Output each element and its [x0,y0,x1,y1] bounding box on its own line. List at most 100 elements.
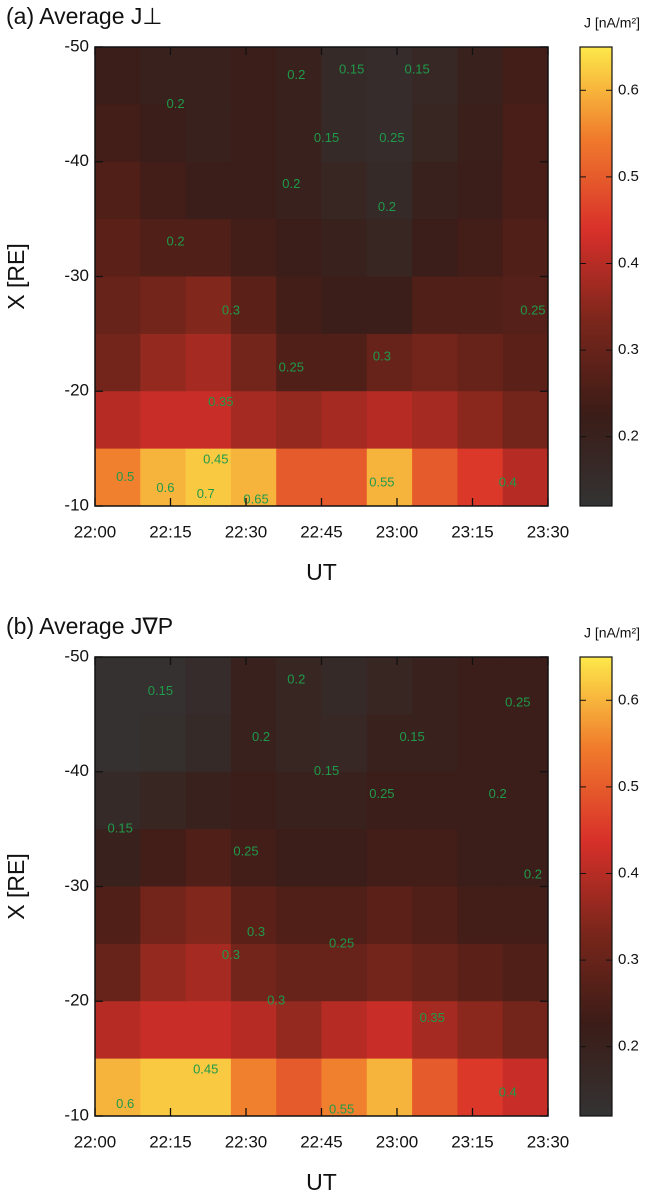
heat-cell [366,219,413,277]
heat-cell [276,886,322,945]
heat-cell [185,886,232,945]
heat-cell [412,1001,458,1060]
heat-cell [366,47,413,105]
heat-cell [321,1001,368,1060]
heat-cell [185,104,232,163]
heat-cell [95,1001,141,1060]
heat-cell [140,391,187,450]
heat-cell [457,219,504,277]
heat-cell [457,886,504,945]
heat-cell [457,276,504,335]
x-tick-label: 23:30 [527,522,570,541]
heat-cell [412,448,458,507]
contour-label: 0.25 [505,694,530,709]
y-tick-label: -10 [64,1105,89,1124]
heat-cell [321,104,368,163]
x-tick-label: 22:00 [74,1132,117,1151]
heat-cell [366,657,413,715]
heat-cell [185,829,232,887]
contour-label: 0.25 [520,302,545,317]
heat-cell [185,219,232,277]
heat-cell [321,448,368,507]
contour-label: 0.55 [329,1102,354,1117]
contour-label: 0.35 [420,1010,445,1025]
heat-cell [366,771,413,830]
x-tick-label: 23:15 [451,1132,494,1151]
heat-cell [366,943,413,1002]
heat-cell [230,1001,277,1060]
heat-cell [502,276,549,335]
contour-label: 0.4 [499,1084,517,1099]
heat-cell [230,943,277,1002]
colorbar-tick-label: 0.3 [618,341,639,358]
heat-cell [457,943,504,1002]
x-tick-label: 23:00 [376,522,419,541]
y-tick-label: -20 [64,991,89,1010]
colorbar-tick-label: 0.4 [618,254,639,271]
heat-cell [95,448,141,507]
heat-cell [412,714,458,773]
heat-cell [230,104,277,163]
colorbar-label: J [nA/m²] [584,625,640,641]
heat-cell [502,1001,549,1060]
heat-cell [95,1058,141,1117]
contour-label: 0.35 [208,394,233,409]
colorbar-tick-label: 0.5 [618,778,639,795]
heat-cell [140,47,187,105]
contour-label: 0.15 [404,61,429,76]
heat-cell [95,47,141,105]
heat-cell [457,714,504,773]
contour-label: 0.5 [116,469,134,484]
heat-cell [457,771,504,830]
contour-label: 0.15 [314,130,339,145]
heat-cell [95,276,141,335]
contour-label: 0.2 [489,786,507,801]
heat-cell [412,391,458,450]
heat-cell [366,714,413,773]
heat-cell [185,1058,232,1117]
y-tick-label: -30 [64,266,89,285]
heat-cell [276,333,322,392]
heat-cell [412,219,458,277]
heat-cell [502,219,549,277]
heat-cell [412,161,458,220]
colorbar-label: J [nA/m²] [584,15,640,31]
heat-cell [276,657,322,715]
heat-cell [412,1058,458,1117]
heat-cell [457,1001,504,1060]
heat-cell [412,886,458,945]
heat-cell [366,1058,413,1117]
heat-cell [276,829,322,887]
heat-cell [321,219,368,277]
heat-cell [457,657,504,715]
heat-cell [140,161,187,220]
heat-cell [366,161,413,220]
heat-cell [276,771,322,830]
heat-cell [185,47,232,105]
heat-cell [276,276,322,335]
contour-label: 0.3 [222,947,240,962]
heat-cell [366,448,413,507]
contour-label: 0.15 [399,729,424,744]
heat-cell [95,161,141,220]
heat-cell [95,714,141,773]
x-tick-label: 22:30 [225,1132,268,1151]
colorbar-tick-label: 0.3 [618,951,639,968]
contour-label: 0.2 [287,671,305,686]
heat-cell [140,829,187,887]
heat-cell [276,104,322,163]
heat-cell [230,448,277,507]
x-tick-label: 23:30 [527,1132,570,1151]
contour-label: 0.3 [247,924,265,939]
heat-cell [366,829,413,887]
heat-cell [140,333,187,392]
heat-cell [502,771,549,830]
heat-cell [276,219,322,277]
heat-cell [95,771,141,830]
panel-title: (a) Average J⊥ [6,3,162,29]
heat-cell [276,448,322,507]
colorbar-tick-label: 0.2 [618,1038,639,1055]
heat-cell [140,943,187,1002]
contour-label: 0.2 [282,176,300,191]
heat-cell [140,1001,187,1060]
